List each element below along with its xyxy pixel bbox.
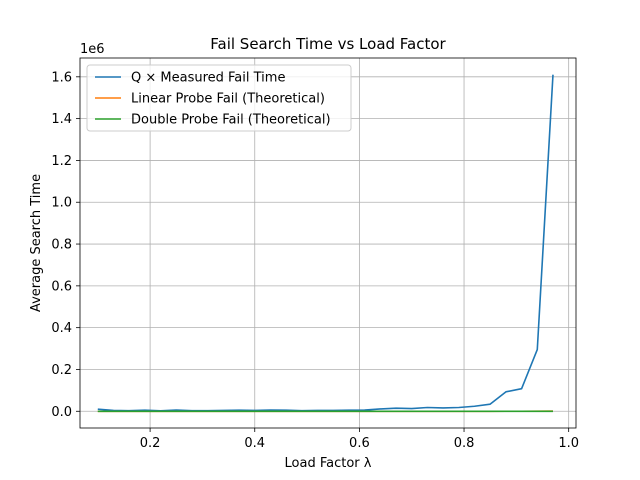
y-axis-label: Average Search Time [29, 174, 44, 312]
x-axis-ticks: 0.2 0.4 0.6 0.8 1.0 [140, 428, 579, 451]
y-tick-label: 0.8 [51, 238, 72, 253]
y-tick-label: 0.2 [51, 363, 72, 378]
legend-label: Q × Measured Fail Time [131, 71, 285, 86]
plot-lines [97, 74, 554, 413]
legend-label: Double Probe Fail (Theoretical) [131, 113, 331, 128]
x-tick-label: 0.8 [454, 436, 475, 451]
legend-label: Linear Probe Fail (Theoretical) [131, 92, 325, 107]
x-tick-label: 0.6 [349, 436, 370, 451]
y-tick-label: 0.4 [51, 321, 72, 336]
x-tick-label: 1.0 [558, 436, 579, 451]
x-tick-label: 0.4 [244, 436, 265, 451]
series-line-1 [97, 74, 554, 412]
y-axis-offset-label: 1e6 [80, 42, 105, 57]
y-tick-label: 0.0 [51, 405, 72, 420]
legend-box [86, 64, 352, 132]
x-tick-label: 0.2 [140, 436, 161, 451]
y-tick-label: 1.4 [51, 112, 72, 127]
x-axis-label: Load Factor λ [285, 456, 372, 471]
y-tick-label: 0.6 [51, 279, 72, 294]
plot-frame [79, 57, 577, 429]
y-tick-label: 1.2 [51, 154, 72, 169]
y-tick-label: 1.6 [51, 70, 72, 85]
y-axis-ticks: 0.0 0.2 0.4 0.6 0.8 1.0 1.2 1.4 1.6 [51, 70, 80, 420]
legend: Q × Measured Fail Time Linear Probe Fail … [86, 64, 352, 132]
chart-title: Fail Search Time vs Load Factor [210, 35, 446, 53]
y-tick-label: 1.0 [51, 196, 72, 211]
